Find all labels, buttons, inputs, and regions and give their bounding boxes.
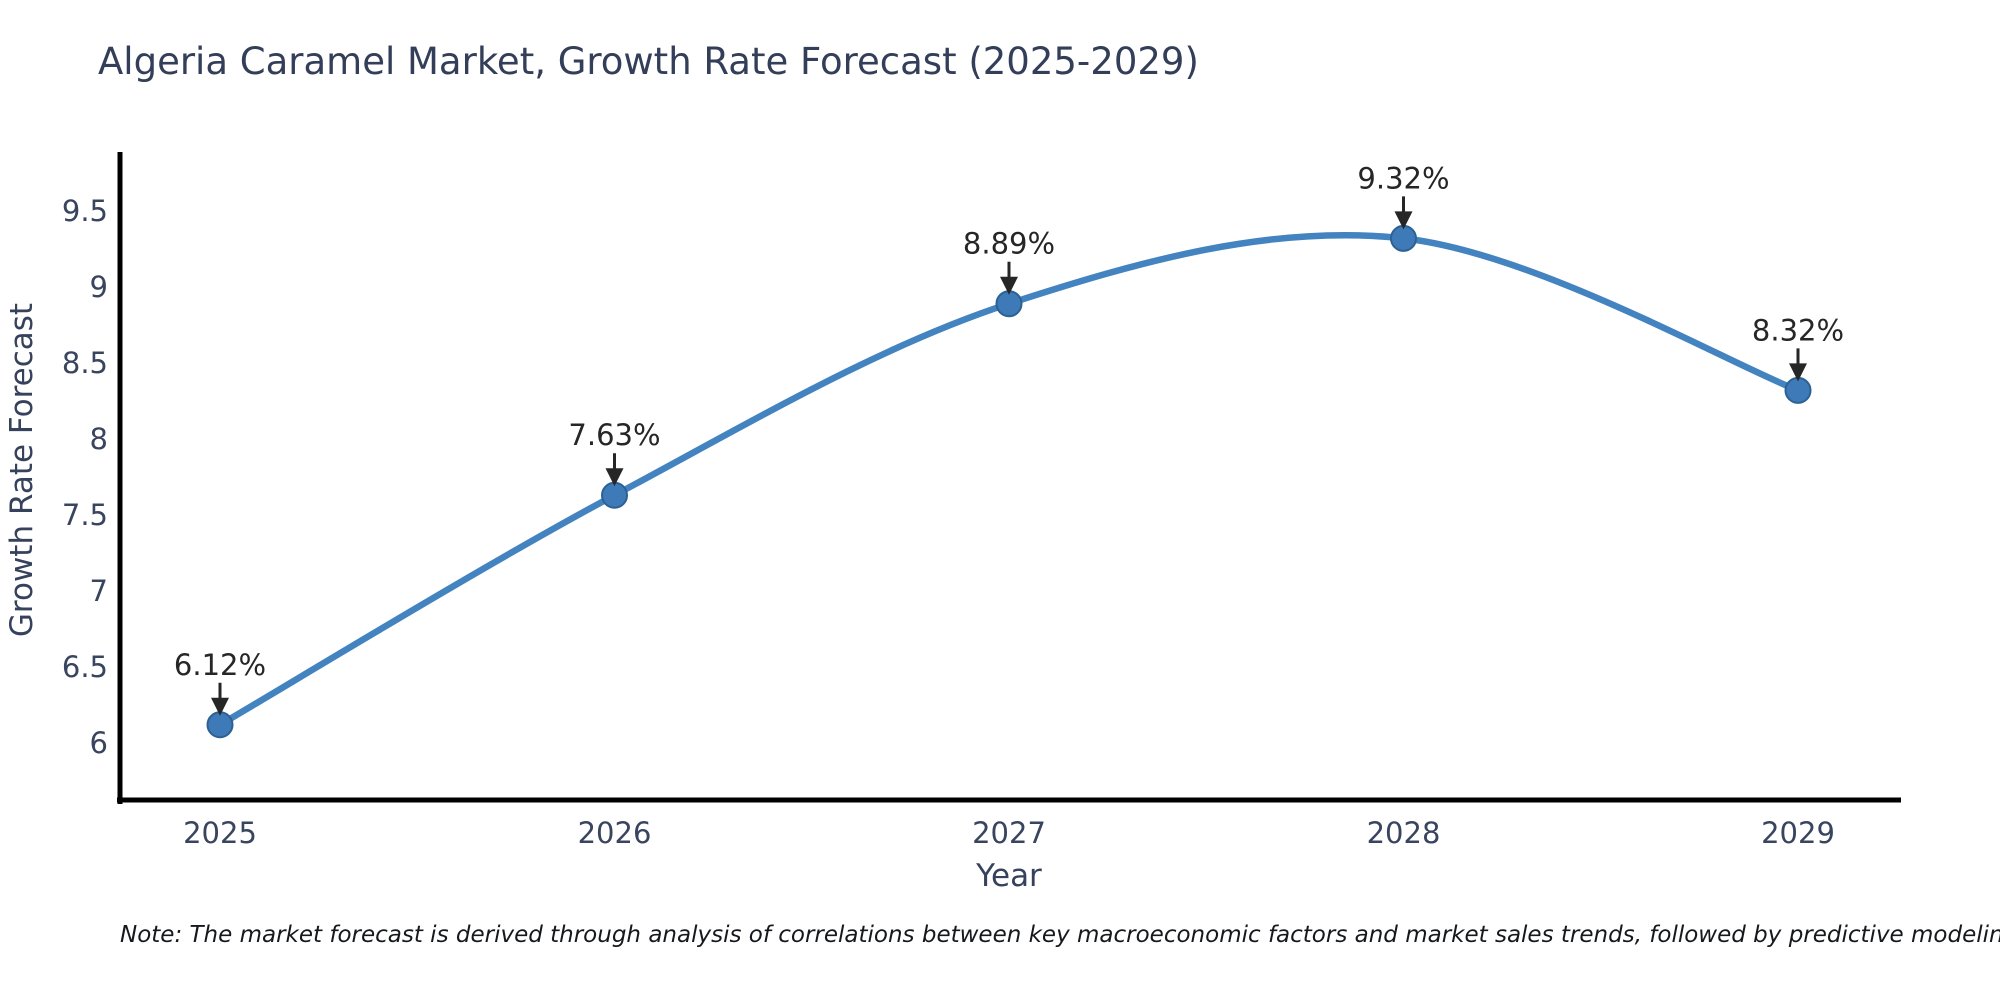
data-point-marker <box>995 290 1023 318</box>
x-tick-label: 2029 <box>1761 816 1835 850</box>
point-annotation: 8.32% <box>1752 313 1844 382</box>
data-point-marker <box>1784 376 1812 404</box>
y-tick-label: 9.5 <box>62 194 108 228</box>
x-tick-label: 2026 <box>578 816 652 850</box>
y-tick-label: 8.5 <box>62 346 108 380</box>
footnote: Note: The market forecast is derived thr… <box>120 922 2000 948</box>
annotation-arrowhead <box>605 468 624 487</box>
data-point-marker <box>1390 224 1417 252</box>
y-tick-label: 8 <box>90 422 108 456</box>
x-tick-label: 2028 <box>1367 816 1441 850</box>
point-annotation: 8.89% <box>963 227 1055 295</box>
annotation-arrowhead <box>211 697 229 716</box>
annotation-label: 7.63% <box>568 418 660 452</box>
data-point-marker <box>601 481 628 509</box>
annotation-arrowhead <box>1000 276 1018 295</box>
x-tick-label: 2025 <box>183 816 257 850</box>
point-annotation: 6.12% <box>174 648 266 716</box>
point-annotation: 7.63% <box>568 418 661 487</box>
y-tick-label: 7 <box>90 574 108 608</box>
annotation-arrowhead <box>1394 211 1413 230</box>
x-tick-label: 2027 <box>972 816 1046 850</box>
annotation-label: 8.89% <box>963 227 1055 261</box>
annotation-label: 6.12% <box>174 648 266 682</box>
y-tick-label: 7.5 <box>62 498 108 532</box>
data-point-marker <box>206 711 234 739</box>
annotation-arrowhead <box>1789 363 1807 382</box>
y-tick-label: 6 <box>90 726 108 760</box>
annotation-label: 8.32% <box>1752 313 1844 347</box>
annotation-layer: 6.12% 7.63% 8.89% 9.32% 8.32% <box>174 161 1844 716</box>
x-axis-title: Year <box>975 858 1042 894</box>
annotation-label: 9.32% <box>1357 161 1449 195</box>
y-axis-title: Growth Rate Forecast <box>4 303 40 637</box>
chart-title: Algeria Caramel Market, Growth Rate Fore… <box>98 40 1199 83</box>
axes-layer: 6 6.5 7 7.5 8 8.5 9 9.5 2025 2026 2027 2028 2029 <box>62 152 1901 850</box>
y-tick-label: 6.5 <box>62 650 108 684</box>
point-annotation: 9.32% <box>1357 161 1450 230</box>
series-layer <box>206 224 1812 739</box>
y-tick-label: 9 <box>90 270 108 304</box>
